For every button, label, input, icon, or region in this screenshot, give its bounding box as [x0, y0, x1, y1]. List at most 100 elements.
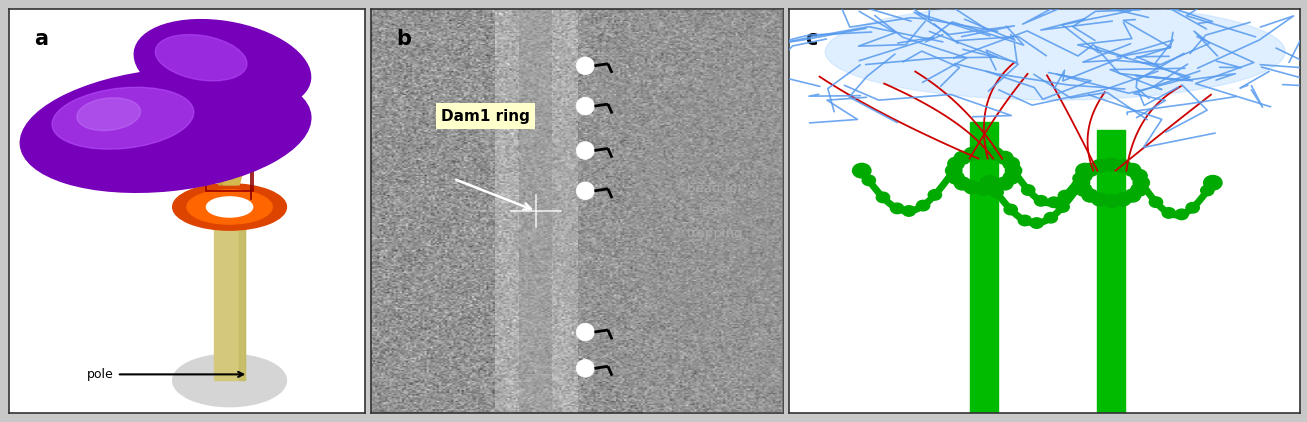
Text: a: a — [34, 30, 48, 49]
Circle shape — [975, 182, 992, 195]
Circle shape — [965, 181, 980, 194]
Circle shape — [987, 181, 1004, 194]
Circle shape — [1091, 193, 1108, 206]
Circle shape — [1082, 189, 1098, 202]
Ellipse shape — [156, 35, 247, 81]
Circle shape — [1005, 164, 1022, 177]
Ellipse shape — [173, 354, 286, 407]
Circle shape — [1004, 204, 1017, 215]
Text: c: c — [805, 30, 817, 49]
Circle shape — [890, 203, 903, 214]
Ellipse shape — [135, 20, 311, 112]
Circle shape — [1056, 202, 1069, 212]
Polygon shape — [225, 181, 240, 182]
Polygon shape — [226, 177, 242, 178]
Circle shape — [1204, 176, 1222, 190]
Circle shape — [1162, 208, 1175, 218]
Circle shape — [1073, 176, 1090, 189]
Circle shape — [996, 177, 1013, 190]
Circle shape — [965, 147, 980, 160]
Circle shape — [902, 206, 916, 216]
Circle shape — [948, 157, 965, 170]
Circle shape — [1131, 169, 1148, 182]
Circle shape — [1175, 209, 1188, 219]
Polygon shape — [213, 168, 229, 169]
Circle shape — [576, 142, 595, 160]
Polygon shape — [231, 168, 244, 169]
Polygon shape — [209, 160, 222, 161]
Circle shape — [989, 187, 1004, 197]
Circle shape — [876, 192, 890, 203]
Bar — [970, 122, 997, 413]
Circle shape — [954, 177, 971, 190]
Circle shape — [987, 147, 1004, 160]
Polygon shape — [233, 165, 246, 166]
Polygon shape — [208, 159, 221, 160]
Circle shape — [954, 151, 971, 164]
Circle shape — [630, 30, 1001, 392]
Polygon shape — [235, 162, 247, 163]
Circle shape — [948, 171, 965, 184]
Polygon shape — [218, 182, 237, 183]
Polygon shape — [214, 173, 231, 174]
Circle shape — [1076, 183, 1091, 196]
Circle shape — [1124, 189, 1141, 202]
Ellipse shape — [207, 197, 252, 217]
Polygon shape — [230, 170, 243, 171]
Polygon shape — [210, 163, 225, 164]
Bar — [214, 195, 244, 381]
Circle shape — [576, 360, 595, 377]
Circle shape — [1201, 185, 1214, 196]
Ellipse shape — [173, 184, 286, 230]
Polygon shape — [238, 159, 248, 160]
Circle shape — [1076, 163, 1094, 178]
Polygon shape — [775, 0, 1084, 422]
Text: b: b — [396, 30, 410, 49]
Circle shape — [1030, 218, 1043, 228]
Circle shape — [1131, 183, 1148, 196]
Ellipse shape — [77, 98, 141, 130]
Ellipse shape — [21, 68, 311, 192]
Circle shape — [576, 182, 595, 200]
Polygon shape — [223, 182, 240, 183]
Polygon shape — [217, 180, 235, 182]
Polygon shape — [227, 173, 242, 174]
Polygon shape — [216, 175, 233, 176]
Ellipse shape — [52, 87, 193, 149]
Polygon shape — [214, 171, 231, 173]
Text: bead for
laser
trapping: bead for laser trapping — [686, 182, 744, 240]
Ellipse shape — [187, 190, 272, 224]
Circle shape — [863, 175, 876, 186]
Circle shape — [576, 97, 595, 115]
Polygon shape — [218, 183, 237, 185]
Polygon shape — [209, 161, 222, 162]
Circle shape — [945, 164, 962, 177]
Circle shape — [1103, 158, 1120, 171]
Circle shape — [1044, 212, 1057, 223]
Circle shape — [975, 146, 992, 159]
Polygon shape — [230, 169, 244, 170]
Circle shape — [1034, 195, 1048, 206]
Circle shape — [1018, 215, 1031, 226]
Circle shape — [1047, 197, 1060, 208]
Polygon shape — [237, 160, 248, 161]
Circle shape — [548, 0, 1084, 422]
Circle shape — [1059, 190, 1072, 201]
Circle shape — [1022, 185, 1035, 195]
Polygon shape — [231, 166, 244, 167]
Polygon shape — [214, 170, 230, 171]
Circle shape — [1091, 160, 1108, 173]
Polygon shape — [229, 172, 243, 173]
Circle shape — [576, 57, 595, 75]
Circle shape — [576, 323, 595, 341]
Polygon shape — [213, 167, 229, 168]
Bar — [1098, 130, 1125, 413]
Polygon shape — [235, 161, 247, 162]
Circle shape — [1002, 171, 1019, 184]
Polygon shape — [227, 176, 242, 177]
Ellipse shape — [825, 3, 1285, 100]
Polygon shape — [208, 158, 220, 159]
Circle shape — [996, 151, 1013, 164]
Circle shape — [852, 163, 870, 178]
Polygon shape — [217, 179, 235, 180]
